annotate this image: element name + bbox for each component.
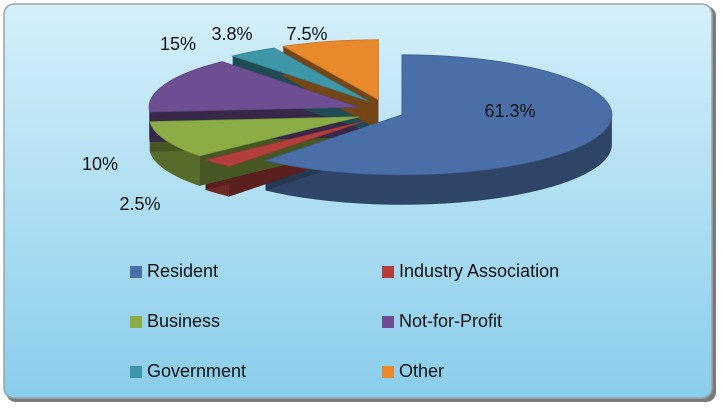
data-label: 61.3% [484,101,535,121]
slice [148,61,360,113]
slice-side [265,114,612,205]
pie [148,39,613,205]
slice [264,54,613,176]
legend-label: Government [147,361,246,381]
legend-swatch [382,366,394,378]
legend-label: Industry Association [399,261,559,281]
slice [204,120,366,167]
slice-side [149,107,150,142]
legend-label: Resident [147,261,218,281]
legend: Resident Industry Association Business Not-… [130,261,559,381]
slice [149,116,360,157]
legend-label: Business [147,311,220,331]
labels: 61.3% 2.5%10% 15% 3.8% 7.5% [82,24,536,214]
legend-swatch [382,316,394,328]
slice-side [149,121,200,186]
data-label: 7.5% [286,24,327,44]
legend-label: Not-for-Profit [399,311,502,331]
slice [231,47,370,102]
data-label: 3.8% [211,24,252,44]
slice [281,39,379,101]
legend-swatch [130,316,142,328]
legend-swatch [382,266,394,278]
data-label: 2.5% [119,194,160,214]
legend-swatch [130,266,142,278]
legend-label: Other [399,361,444,381]
data-label: 10% [82,154,118,174]
legend-swatch [130,366,142,378]
data-label: 15% [160,34,196,54]
